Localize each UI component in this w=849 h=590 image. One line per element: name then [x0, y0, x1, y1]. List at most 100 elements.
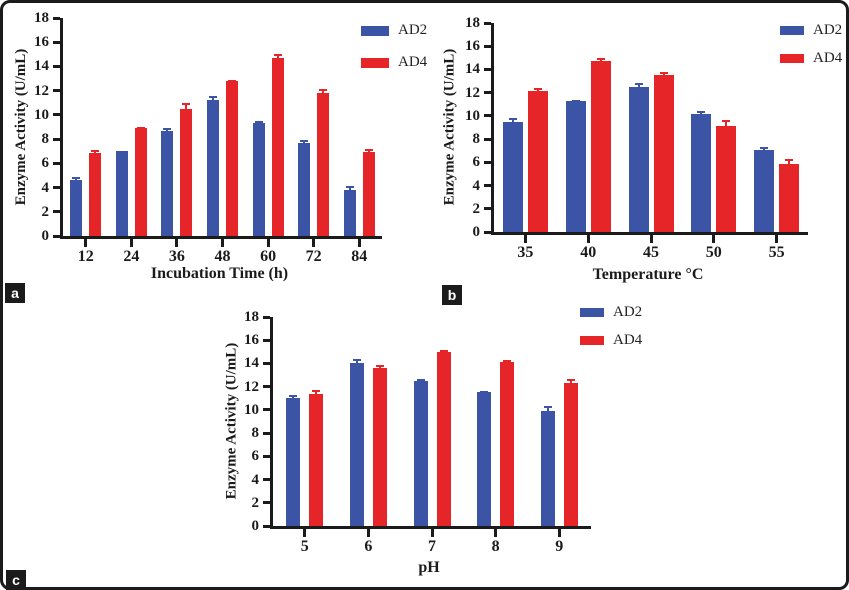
- error-bar-cap: [416, 378, 425, 381]
- x-tick: [366, 529, 370, 537]
- bar-ad4-6: [372, 368, 387, 526]
- bar-ad2-72: [298, 142, 311, 236]
- legend-swatch-ad2: [780, 26, 804, 35]
- legend-item-ad4: AD4: [780, 51, 842, 66]
- bar-ad4-5: [309, 393, 324, 526]
- x-tick: [557, 529, 561, 537]
- error-bar-cap: [300, 139, 309, 142]
- legend-swatch-ad4: [580, 336, 604, 345]
- x-tick: [430, 529, 434, 537]
- y-tick-label: 2: [472, 200, 481, 217]
- legend-label-ad2: AD2: [613, 304, 643, 320]
- y-tick: [263, 315, 270, 319]
- bar-ad2-12: [70, 180, 83, 236]
- y-tick-label: 6: [251, 448, 260, 465]
- legend-item-ad4: AD4: [361, 55, 427, 70]
- x-tick-label: 36: [168, 248, 185, 265]
- y-axis-title-c: Enzyme Activity (U/mL): [223, 342, 240, 500]
- plot-area-a: 0 2 4 6 8 10 12 14 16 18 12 24 36 48 60 72 84: [34, 10, 382, 265]
- y-tick-label: 16: [244, 332, 259, 349]
- legend-swatch-ad4: [780, 54, 804, 63]
- y-tick: [484, 137, 491, 141]
- legend-swatch-ad2: [361, 25, 389, 36]
- error-bar-cap: [228, 79, 236, 82]
- error-bar-cap: [439, 349, 448, 352]
- x-tick: [494, 529, 498, 537]
- bar-ad2-45: [628, 87, 649, 232]
- y-tick-label: 0: [41, 228, 50, 244]
- y-tick-label: 0: [472, 224, 481, 240]
- legend-item-ad2: AD2: [580, 305, 642, 320]
- error-bar-cap: [273, 54, 282, 57]
- x-tick-label: 84: [351, 248, 368, 265]
- y-tick: [53, 161, 60, 165]
- bar-ad2-84: [343, 189, 356, 236]
- error-bar-cap: [566, 378, 575, 381]
- error-bar-cap: [634, 83, 643, 86]
- y-tick: [484, 207, 491, 211]
- y-tick: [484, 44, 491, 48]
- y-tick-label: 10: [465, 107, 480, 124]
- legend-item-ad2: AD2: [780, 23, 842, 38]
- bar-ad2-40: [565, 101, 586, 232]
- bar-ad4-48: [226, 80, 238, 236]
- error-bar-cap: [760, 146, 769, 149]
- y-tick: [53, 16, 60, 20]
- plot-area-b: 0 2 4 6 8 10 12 14 16 18 35 40 45 50 55: [465, 15, 808, 261]
- y-tick-label: 10: [34, 106, 49, 123]
- bar-ad4-9: [563, 382, 578, 526]
- error-bar-cap: [596, 57, 605, 60]
- x-tick: [175, 239, 179, 247]
- error-bar-cap: [503, 359, 512, 362]
- error-bar-cap: [182, 103, 191, 106]
- error-bar-cap: [543, 406, 552, 409]
- y-tick: [53, 64, 60, 68]
- y-tick: [484, 67, 491, 71]
- bar-ad4-7: [436, 352, 451, 526]
- y-tick-label: 8: [251, 425, 260, 442]
- y-axis-title-a: Enzyme Activity (U/mL): [13, 48, 29, 206]
- bar-ad2-36: [161, 130, 174, 236]
- x-tick-label: 9: [555, 538, 564, 555]
- bar-ad2-48: [207, 99, 219, 236]
- y-tick: [263, 385, 270, 389]
- y-tick: [263, 524, 270, 528]
- x-tick: [221, 239, 224, 247]
- error-bar-cap: [163, 128, 172, 131]
- plot-area-c: 0 2 4 6 8 10 12 14 16 18 5 6 7 8 9: [244, 309, 591, 555]
- y-tick-label: 8: [472, 131, 481, 148]
- x-tick-label: 55: [768, 244, 785, 261]
- y-tick-label: 18: [34, 10, 49, 26]
- y-tick: [263, 478, 270, 482]
- x-tick: [312, 239, 316, 247]
- x-tick-label: 60: [260, 248, 277, 265]
- y-tick: [53, 234, 60, 238]
- legend-swatch-ad2: [580, 308, 604, 317]
- y-tick-label: 14: [465, 61, 480, 78]
- x-tick-label: 72: [305, 248, 322, 265]
- y-tick: [263, 501, 270, 505]
- x-tick: [357, 239, 361, 247]
- y-tick-label: 12: [465, 84, 480, 101]
- y-tick-label: 16: [34, 34, 49, 51]
- legend-label-ad2: AD2: [398, 22, 428, 38]
- bar-ad4-84: [362, 152, 375, 236]
- legend-item-ad4: AD4: [580, 333, 642, 348]
- error-bar-cap: [722, 119, 731, 122]
- y-tick-label: 2: [251, 494, 260, 511]
- error-bar-cap: [508, 117, 517, 120]
- x-tick-label: 6: [364, 538, 373, 555]
- error-bar-cap: [72, 177, 81, 180]
- y-tick-label: 4: [41, 179, 50, 196]
- panel-label-b: b: [442, 285, 462, 305]
- x-tick-label: 8: [491, 538, 500, 555]
- y-tick: [263, 338, 270, 342]
- x-tick: [586, 235, 590, 243]
- error-bar-whisker: [546, 406, 549, 412]
- legend-label-ad4: AD4: [398, 54, 428, 70]
- error-bar-cap: [345, 185, 354, 188]
- error-bar-whisker: [725, 119, 728, 127]
- y-tick-label: 10: [244, 401, 259, 418]
- y-tick: [53, 137, 60, 141]
